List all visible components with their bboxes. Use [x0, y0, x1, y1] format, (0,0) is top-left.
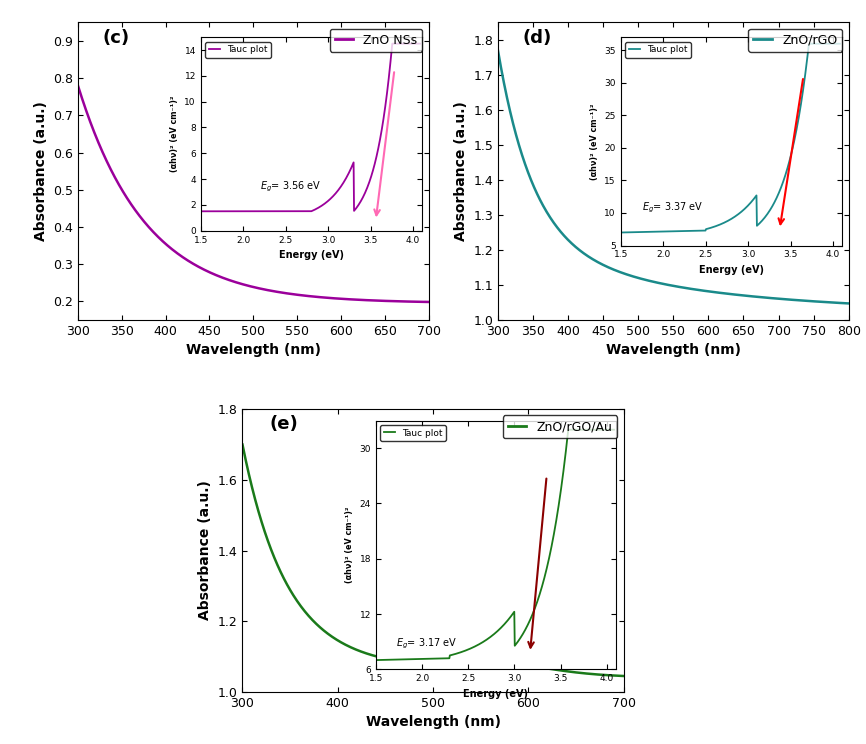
- Y-axis label: Absorbance (a.u.): Absorbance (a.u.): [454, 101, 468, 241]
- Text: (d): (d): [522, 29, 552, 47]
- Legend: ZnO NSs: ZnO NSs: [330, 28, 423, 51]
- Text: (e): (e): [269, 415, 298, 433]
- Y-axis label: Absorbance (a.u.): Absorbance (a.u.): [34, 101, 48, 241]
- Y-axis label: Absorbance (a.u.): Absorbance (a.u.): [198, 481, 212, 620]
- Legend: ZnO/rGO: ZnO/rGO: [748, 28, 843, 51]
- X-axis label: Wavelength (nm): Wavelength (nm): [365, 715, 501, 729]
- Legend: ZnO/rGO/Au: ZnO/rGO/Au: [502, 415, 617, 438]
- X-axis label: Wavelength (nm): Wavelength (nm): [186, 343, 320, 357]
- Text: (c): (c): [102, 29, 130, 47]
- X-axis label: Wavelength (nm): Wavelength (nm): [606, 343, 740, 357]
